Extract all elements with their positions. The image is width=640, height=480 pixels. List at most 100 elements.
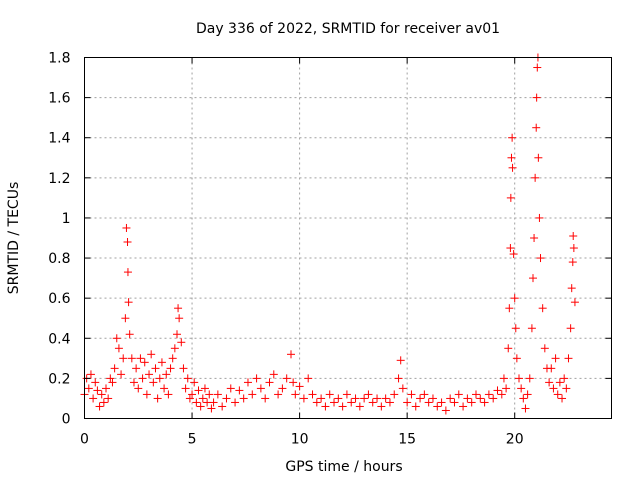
- data-point: [117, 370, 126, 379]
- data-point: [114, 344, 123, 353]
- data-point: [86, 370, 95, 379]
- data-point: [106, 374, 115, 383]
- data-point: [196, 402, 205, 411]
- x-tick-label: 20: [506, 432, 524, 448]
- data-point: [508, 163, 517, 172]
- data-point: [136, 354, 145, 363]
- data-point: [525, 374, 534, 383]
- data-point: [181, 384, 190, 393]
- data-point: [170, 344, 179, 353]
- data-point: [123, 268, 132, 277]
- data-point: [104, 394, 113, 403]
- x-tick-label: 5: [188, 432, 197, 448]
- data-point: [433, 402, 442, 411]
- chart-title: Day 336 of 2022, SRMTID for receiver av0…: [196, 21, 500, 37]
- data-point: [511, 324, 520, 333]
- data-point: [545, 378, 554, 387]
- data-point: [507, 153, 516, 162]
- data-point: [166, 364, 175, 373]
- data-point: [145, 370, 154, 379]
- data-point: [125, 330, 134, 339]
- x-tick-label: 15: [398, 432, 416, 448]
- data-point: [325, 390, 334, 399]
- data-point: [560, 374, 569, 383]
- y-tick-label: 0.4: [48, 331, 70, 347]
- data-point: [355, 402, 364, 411]
- data-point: [213, 390, 222, 399]
- data-point: [338, 402, 347, 411]
- data-point: [153, 394, 162, 403]
- data-point: [568, 258, 577, 267]
- data-point: [437, 398, 446, 407]
- data-point: [553, 390, 562, 399]
- data-point: [360, 394, 369, 403]
- data-point: [505, 304, 514, 313]
- data-point: [510, 294, 519, 303]
- data-point: [493, 386, 502, 395]
- data-point: [177, 338, 186, 347]
- x-axis-label: GPS time / hours: [285, 459, 402, 475]
- data-point: [123, 238, 132, 247]
- data-point: [231, 398, 240, 407]
- data-point: [205, 390, 214, 399]
- data-point: [132, 364, 141, 373]
- data-point: [304, 374, 313, 383]
- data-point: [243, 378, 252, 387]
- data-point: [140, 358, 149, 367]
- data-point: [291, 390, 300, 399]
- data-point: [551, 354, 560, 363]
- data-point: [555, 378, 564, 387]
- data-point: [91, 378, 100, 387]
- data-point: [149, 378, 158, 387]
- data-point: [330, 398, 339, 407]
- data-point: [512, 354, 521, 363]
- data-point: [95, 402, 104, 411]
- data-point: [467, 398, 476, 407]
- x-tick-labels: 0 5 10 15 20: [80, 432, 524, 448]
- data-point: [390, 390, 399, 399]
- data-point: [569, 231, 578, 240]
- data-point: [403, 398, 412, 407]
- data-point: [295, 382, 304, 391]
- data-point: [547, 364, 556, 373]
- data-point: [112, 334, 121, 343]
- data-point: [569, 244, 578, 253]
- y-tick-label: 1.8: [48, 51, 70, 67]
- data-point: [385, 398, 394, 407]
- data-point: [506, 193, 515, 202]
- data-point: [351, 394, 360, 403]
- data-point: [450, 398, 459, 407]
- x-tick-label: 10: [291, 432, 309, 448]
- x-tick-label: 0: [80, 432, 89, 448]
- data-point: [527, 324, 536, 333]
- data-point: [138, 374, 147, 383]
- data-point: [142, 390, 151, 399]
- data-point: [183, 374, 192, 383]
- data-point: [515, 374, 524, 383]
- data-point: [198, 394, 207, 403]
- data-point: [471, 390, 480, 399]
- data-point: [265, 378, 274, 387]
- data-point: [377, 402, 386, 411]
- data-point: [416, 394, 425, 403]
- y-tick-label: 1: [62, 211, 71, 227]
- data-point: [538, 304, 547, 313]
- data-point: [517, 384, 526, 393]
- data-point: [499, 374, 508, 383]
- data-point: [162, 370, 171, 379]
- data-point: [84, 384, 93, 393]
- data-point: [286, 350, 295, 359]
- data-point: [523, 390, 532, 399]
- data-point: [521, 404, 530, 413]
- data-point: [134, 384, 143, 393]
- data-point: [119, 354, 128, 363]
- data-point: [269, 370, 278, 379]
- data-point: [364, 390, 373, 399]
- data-point: [317, 394, 326, 403]
- y-tick-label: 0.6: [48, 291, 70, 307]
- data-point: [289, 378, 298, 387]
- data-point: [446, 394, 455, 403]
- data-point: [127, 354, 136, 363]
- data-point: [235, 386, 244, 395]
